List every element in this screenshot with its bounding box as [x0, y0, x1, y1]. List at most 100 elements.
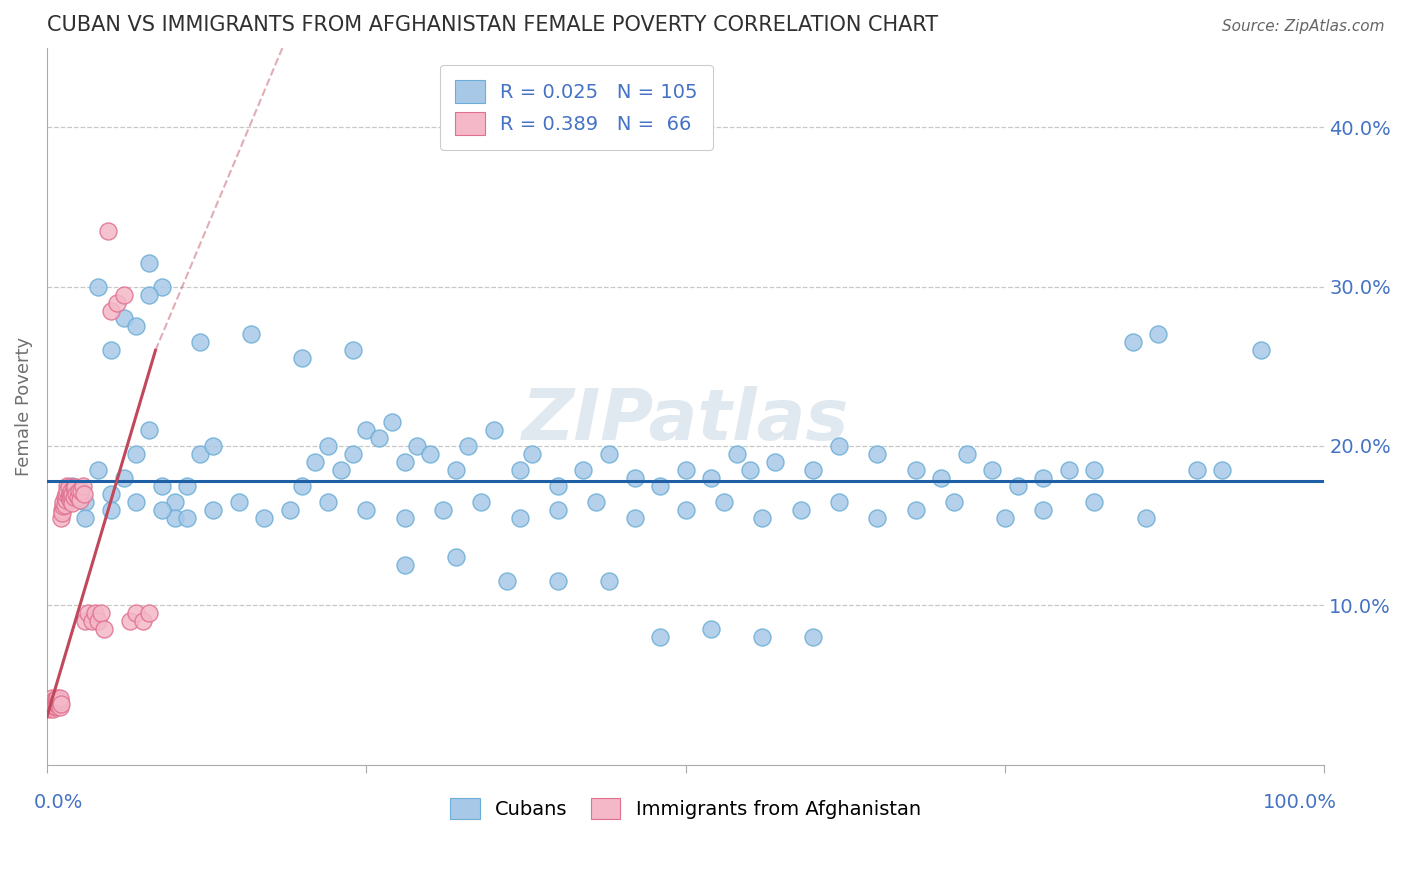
Point — [51, 502, 73, 516]
Point — [59, 493, 82, 508]
Point — [48, 694, 70, 708]
Point — [53, 498, 76, 512]
Point — [904, 502, 927, 516]
Point — [394, 510, 416, 524]
Point — [75, 494, 97, 508]
Point — [87, 614, 110, 628]
Point — [1185, 463, 1208, 477]
Point — [329, 463, 352, 477]
Point — [39, 697, 62, 711]
Point — [44, 694, 66, 708]
Point — [1211, 463, 1233, 477]
Point — [112, 311, 135, 326]
Point — [904, 463, 927, 477]
Point — [751, 510, 773, 524]
Text: 0.0%: 0.0% — [34, 792, 83, 812]
Point — [49, 697, 72, 711]
Point — [394, 558, 416, 573]
Point — [432, 502, 454, 516]
Point — [188, 447, 211, 461]
Point — [90, 606, 112, 620]
Point — [1032, 502, 1054, 516]
Point — [1083, 463, 1105, 477]
Point — [100, 486, 122, 500]
Point — [828, 494, 851, 508]
Point — [419, 447, 441, 461]
Point — [176, 510, 198, 524]
Point — [44, 700, 66, 714]
Point — [598, 447, 620, 461]
Point — [138, 287, 160, 301]
Point — [42, 697, 65, 711]
Point — [53, 490, 76, 504]
Point — [42, 702, 65, 716]
Point — [63, 480, 86, 494]
Point — [44, 698, 66, 713]
Point — [65, 486, 87, 500]
Point — [623, 510, 645, 524]
Point — [547, 479, 569, 493]
Point — [48, 694, 70, 708]
Point — [1007, 479, 1029, 493]
Point — [87, 279, 110, 293]
Point — [52, 494, 75, 508]
Point — [72, 479, 94, 493]
Point — [942, 494, 965, 508]
Point — [342, 343, 364, 358]
Point — [41, 700, 63, 714]
Point — [444, 550, 467, 565]
Point — [253, 510, 276, 524]
Point — [1083, 494, 1105, 508]
Point — [62, 479, 84, 493]
Point — [48, 690, 70, 705]
Point — [495, 574, 517, 589]
Point — [138, 256, 160, 270]
Point — [112, 471, 135, 485]
Point — [700, 622, 723, 636]
Point — [125, 494, 148, 508]
Point — [39, 694, 62, 708]
Point — [97, 224, 120, 238]
Point — [201, 439, 224, 453]
Point — [1057, 463, 1080, 477]
Point — [956, 447, 979, 461]
Text: Source: ZipAtlas.com: Source: ZipAtlas.com — [1222, 20, 1385, 34]
Point — [291, 479, 314, 493]
Point — [1032, 471, 1054, 485]
Point — [125, 447, 148, 461]
Point — [45, 697, 67, 711]
Point — [59, 486, 82, 500]
Point — [457, 439, 479, 453]
Point — [41, 690, 63, 705]
Point — [866, 447, 889, 461]
Point — [509, 510, 531, 524]
Point — [356, 423, 378, 437]
Point — [84, 606, 107, 620]
Point — [100, 303, 122, 318]
Point — [188, 335, 211, 350]
Point — [444, 463, 467, 477]
Point — [522, 447, 544, 461]
Point — [67, 483, 90, 498]
Point — [725, 447, 748, 461]
Point — [929, 471, 952, 485]
Point — [470, 494, 492, 508]
Point — [138, 606, 160, 620]
Legend: Cubans, Immigrants from Afghanistan: Cubans, Immigrants from Afghanistan — [443, 789, 928, 827]
Point — [60, 490, 83, 504]
Point — [572, 463, 595, 477]
Point — [994, 510, 1017, 524]
Point — [75, 510, 97, 524]
Point — [70, 483, 93, 498]
Point — [981, 463, 1004, 477]
Point — [75, 614, 97, 628]
Point — [45, 692, 67, 706]
Point — [648, 630, 671, 644]
Text: CUBAN VS IMMIGRANTS FROM AFGHANISTAN FEMALE POVERTY CORRELATION CHART: CUBAN VS IMMIGRANTS FROM AFGHANISTAN FEM… — [46, 15, 938, 35]
Point — [342, 447, 364, 461]
Point — [163, 510, 186, 524]
Point — [62, 486, 84, 500]
Point — [125, 606, 148, 620]
Point — [304, 455, 326, 469]
Point — [66, 490, 89, 504]
